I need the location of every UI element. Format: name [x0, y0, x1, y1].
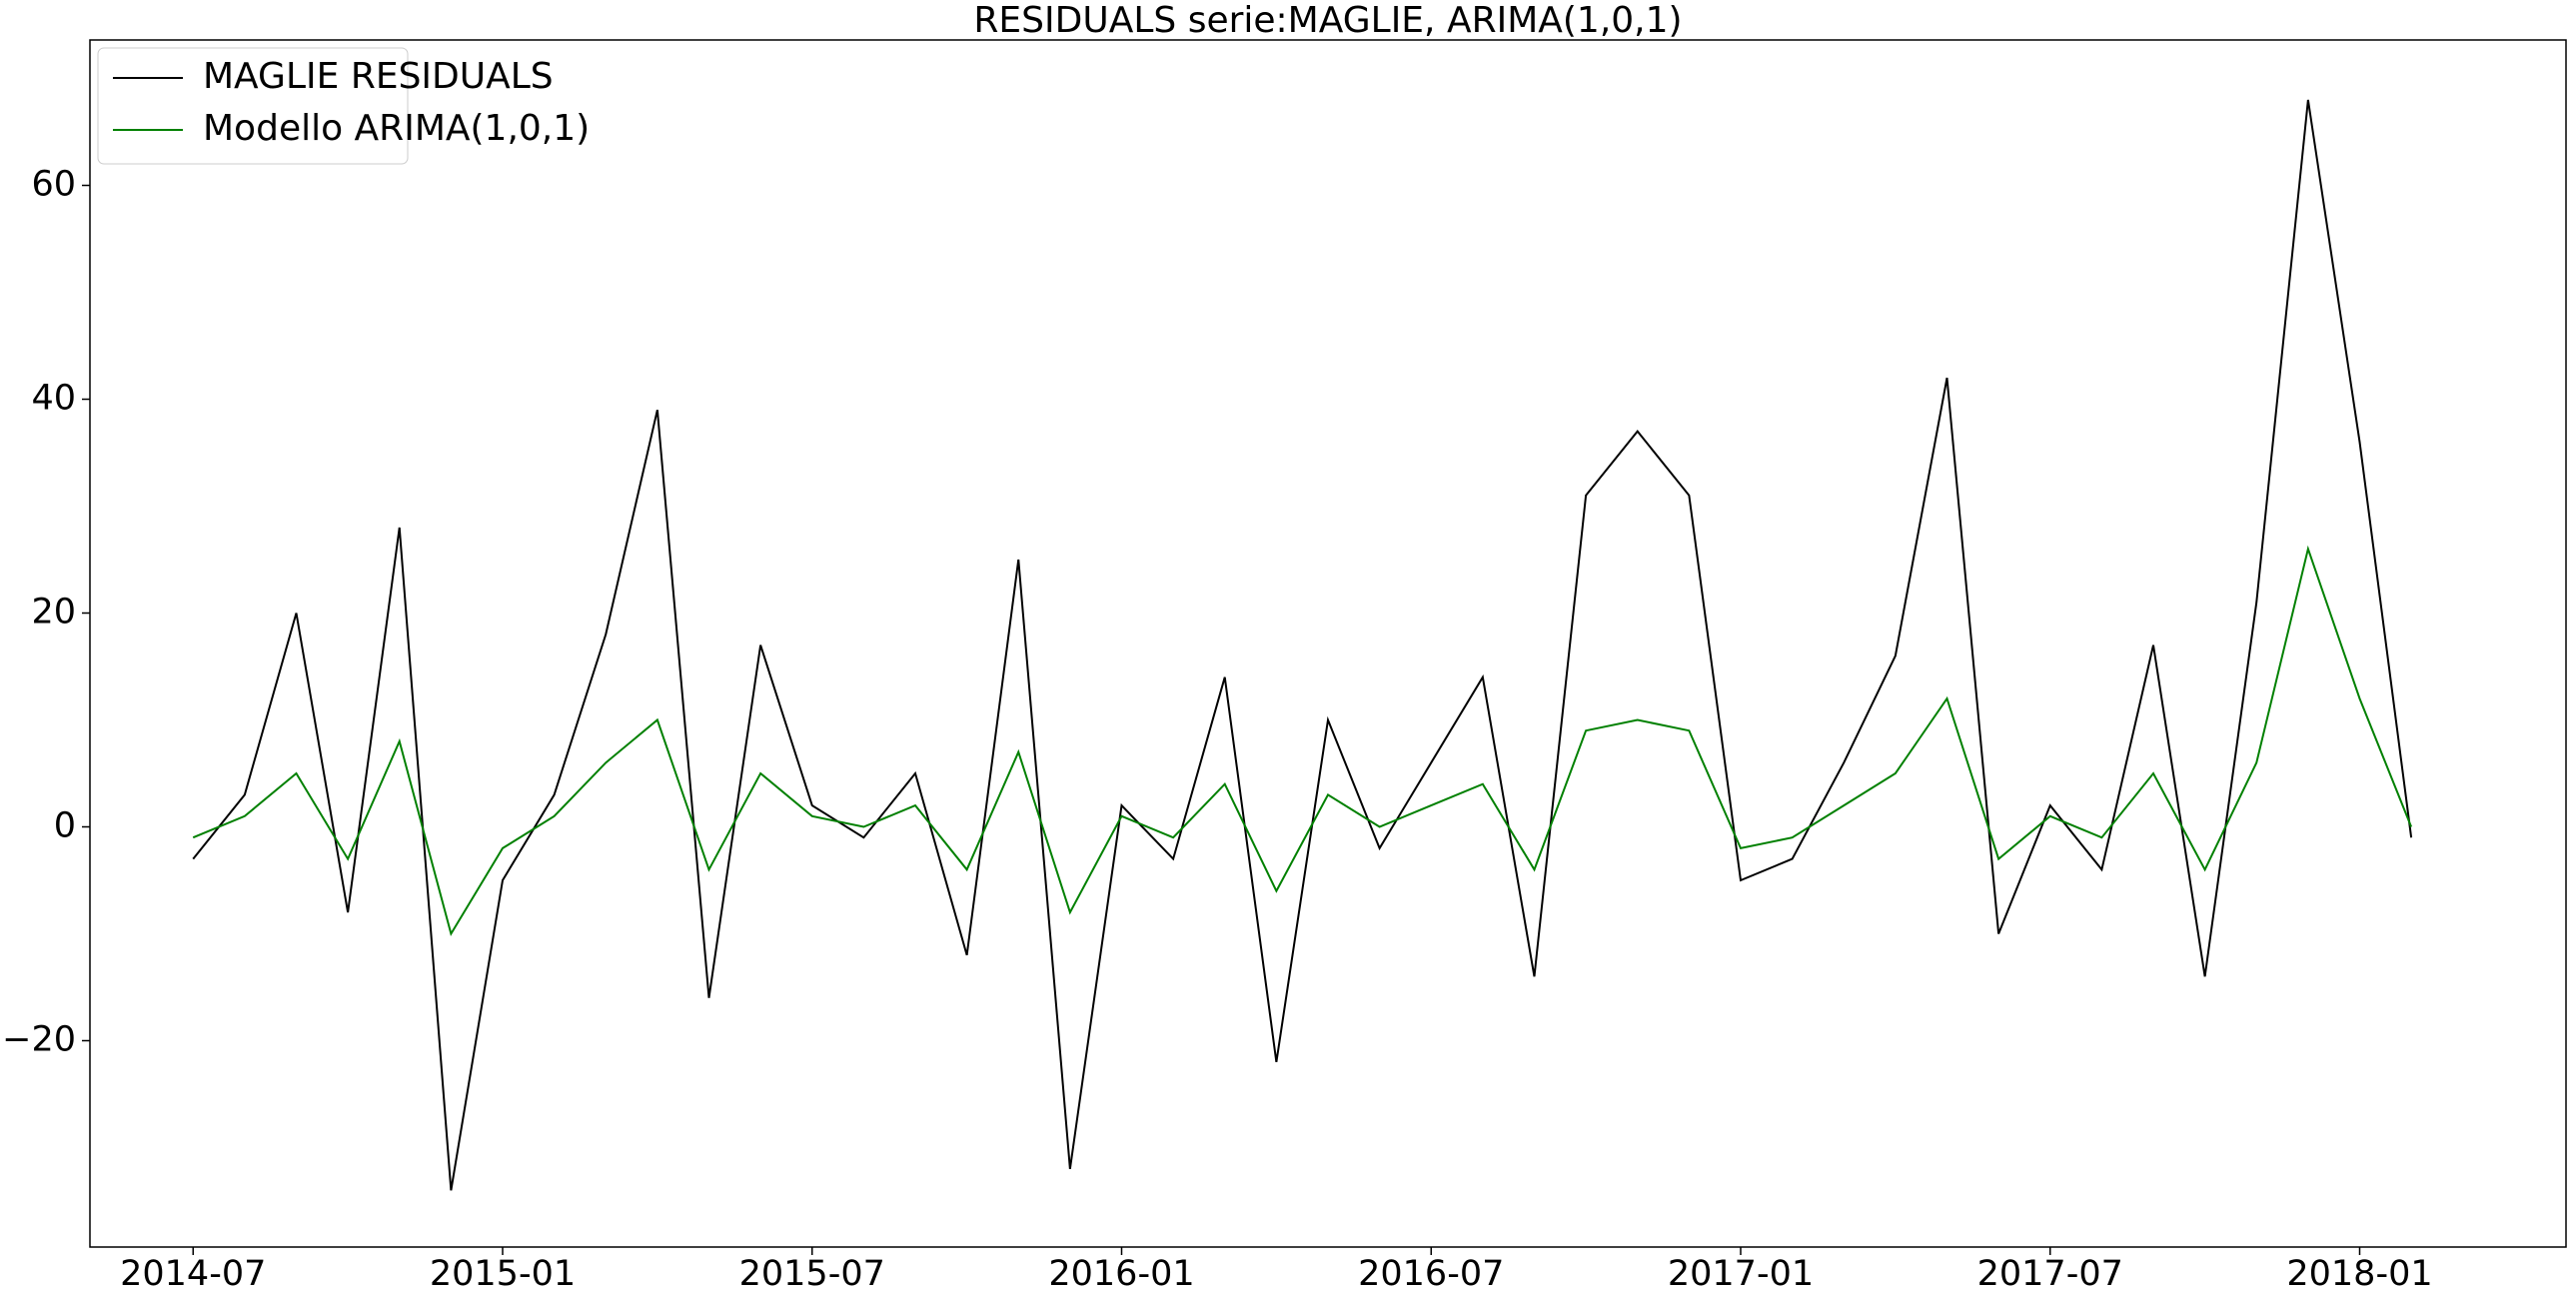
x-tick-label: 2015-07 — [739, 1254, 885, 1294]
x-tick-label: 2015-01 — [430, 1254, 576, 1294]
x-tick-label: 2017-01 — [1668, 1254, 1814, 1294]
y-tick-label: 40 — [31, 379, 76, 419]
chart-title: RESIDUALS serie:MAGLIE, ARIMA(1,0,1) — [973, 0, 1682, 41]
series-line — [192, 545, 2413, 937]
y-tick-label: 0 — [54, 806, 76, 846]
x-tick-label: 2017-07 — [1977, 1254, 2123, 1294]
x-tick-label: 2014-07 — [120, 1254, 266, 1294]
series-line — [192, 99, 2413, 1191]
x-tick-label: 2016-01 — [1048, 1254, 1194, 1294]
y-tick-label: 20 — [31, 593, 76, 633]
y-tick-label: 60 — [31, 165, 76, 205]
legend-label: Modello ARIMA(1,0,1) — [203, 108, 590, 149]
x-tick-label: 2018-01 — [2286, 1254, 2432, 1294]
x-tick-label: 2016-07 — [1358, 1254, 1504, 1294]
legend-label: MAGLIE RESIDUALS — [203, 56, 554, 97]
plot-frame — [89, 39, 2567, 1248]
y-tick-label: −20 — [2, 1019, 76, 1059]
